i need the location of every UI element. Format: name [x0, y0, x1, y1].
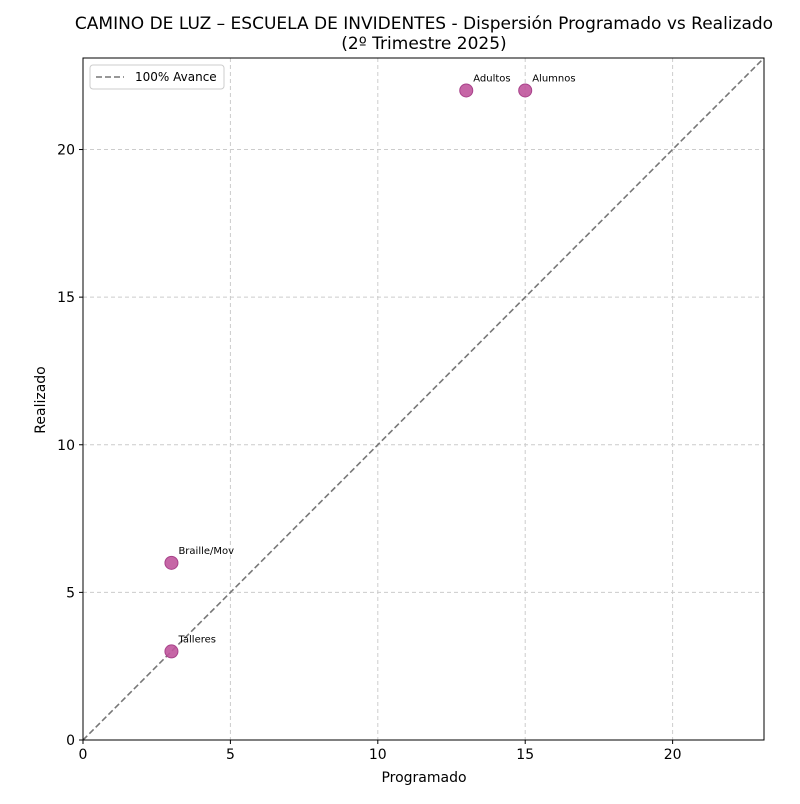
chart-subtitle: (2º Trimestre 2025) [341, 34, 506, 54]
grid [82, 58, 764, 741]
x-tick-label: 5 [226, 747, 235, 763]
plot-frame [82, 57, 765, 741]
data-point [164, 644, 179, 659]
x-tick-label: 20 [664, 747, 682, 763]
y-tick-label: 0 [66, 733, 75, 749]
reference-line [82, 57, 765, 741]
data-point [164, 555, 179, 570]
data-point-label: Braille/Mov [178, 546, 234, 557]
y-tick-label: 10 [57, 438, 75, 454]
legend-label: 100% Avance [135, 70, 217, 84]
x-tick-label: 0 [79, 747, 88, 763]
chart-title: CAMINO DE LUZ – ESCUELA DE INVIDENTES - … [75, 14, 773, 34]
x-tick-label: 15 [516, 747, 534, 763]
data-point [518, 83, 533, 98]
data-point-label: Adultos [473, 73, 510, 84]
y-axis-label: Realizado [33, 366, 49, 433]
data-point-label: Alumnos [532, 73, 575, 84]
y-tick-label: 5 [66, 585, 75, 601]
x-axis-label: Programado [381, 770, 466, 786]
x-tick-label: 10 [369, 747, 387, 763]
data-point [459, 83, 474, 98]
data-point-label: Talleres [177, 634, 216, 645]
legend-box [89, 64, 225, 90]
points: Alumnos Adultos Braille/Mov Talleres [164, 73, 576, 659]
ticks: 0 5 10 15 20 0 5 10 15 20 [57, 143, 681, 763]
y-tick-label: 20 [57, 143, 75, 159]
legend: 100% Avance [89, 64, 225, 90]
y-tick-label: 15 [57, 290, 75, 306]
